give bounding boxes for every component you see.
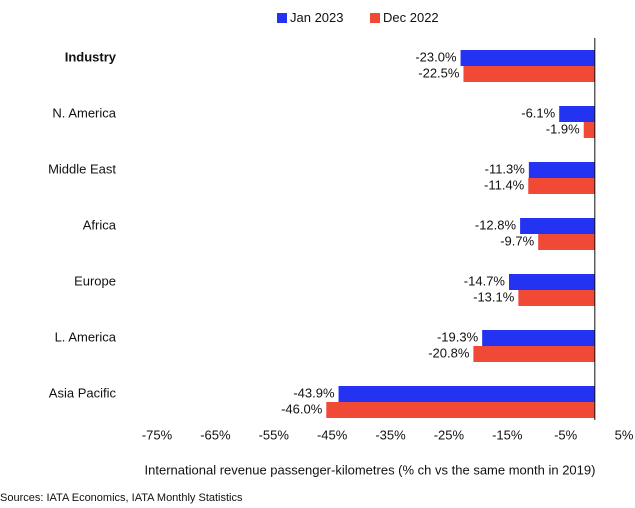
value-label: -22.5%	[418, 65, 460, 80]
value-label: -14.7%	[464, 273, 506, 288]
x-tick-label: -45%	[317, 427, 348, 442]
x-tick-label: -55%	[259, 427, 290, 442]
category-label: L. America	[55, 329, 117, 344]
value-label: -20.8%	[428, 345, 470, 360]
legend-label: Jan 2023	[290, 10, 344, 25]
legend-swatch	[277, 13, 287, 23]
source-note: Sources: IATA Economics, IATA Monthly St…	[0, 492, 243, 504]
category-label: Middle East	[48, 161, 116, 176]
bar	[538, 234, 595, 250]
value-label: -13.1%	[473, 289, 515, 304]
bar	[509, 274, 595, 290]
category-label: Europe	[74, 273, 116, 288]
x-tick-label: -65%	[200, 427, 231, 442]
bar	[473, 346, 595, 362]
category-label: Asia Pacific	[49, 385, 117, 400]
value-label: -6.1%	[521, 105, 555, 120]
value-label: -43.9%	[293, 385, 335, 400]
bar	[518, 290, 595, 306]
x-tick-label: 5%	[615, 427, 634, 442]
bar	[559, 106, 595, 122]
bar	[528, 162, 595, 178]
bar	[482, 330, 595, 346]
value-label: -23.0%	[415, 49, 457, 64]
category-label: Industry	[65, 49, 117, 64]
value-label: -46.0%	[281, 401, 323, 416]
legend-label: Dec 2022	[383, 10, 439, 25]
bar	[463, 66, 595, 82]
value-label: -11.3%	[485, 161, 526, 176]
x-axis-title: International revenue passenger-kilometr…	[145, 462, 596, 477]
x-tick-label: -75%	[142, 427, 173, 442]
x-tick-label: -5%	[554, 427, 578, 442]
bar	[583, 122, 595, 138]
bar	[338, 386, 595, 402]
x-tick-label: -35%	[375, 427, 406, 442]
legend-swatch	[370, 13, 380, 23]
value-label: -12.8%	[475, 217, 517, 232]
value-label: -19.3%	[437, 329, 479, 344]
value-label: -11.4%	[484, 177, 525, 192]
category-label: N. America	[52, 105, 116, 120]
category-label: Africa	[83, 217, 117, 232]
bar	[520, 218, 595, 234]
value-label: -9.7%	[500, 233, 534, 248]
bar	[460, 50, 595, 66]
value-label: -1.9%	[546, 121, 580, 136]
bar	[326, 402, 595, 418]
x-tick-label: -25%	[434, 427, 465, 442]
bar	[528, 178, 595, 194]
x-tick-label: -15%	[492, 427, 523, 442]
